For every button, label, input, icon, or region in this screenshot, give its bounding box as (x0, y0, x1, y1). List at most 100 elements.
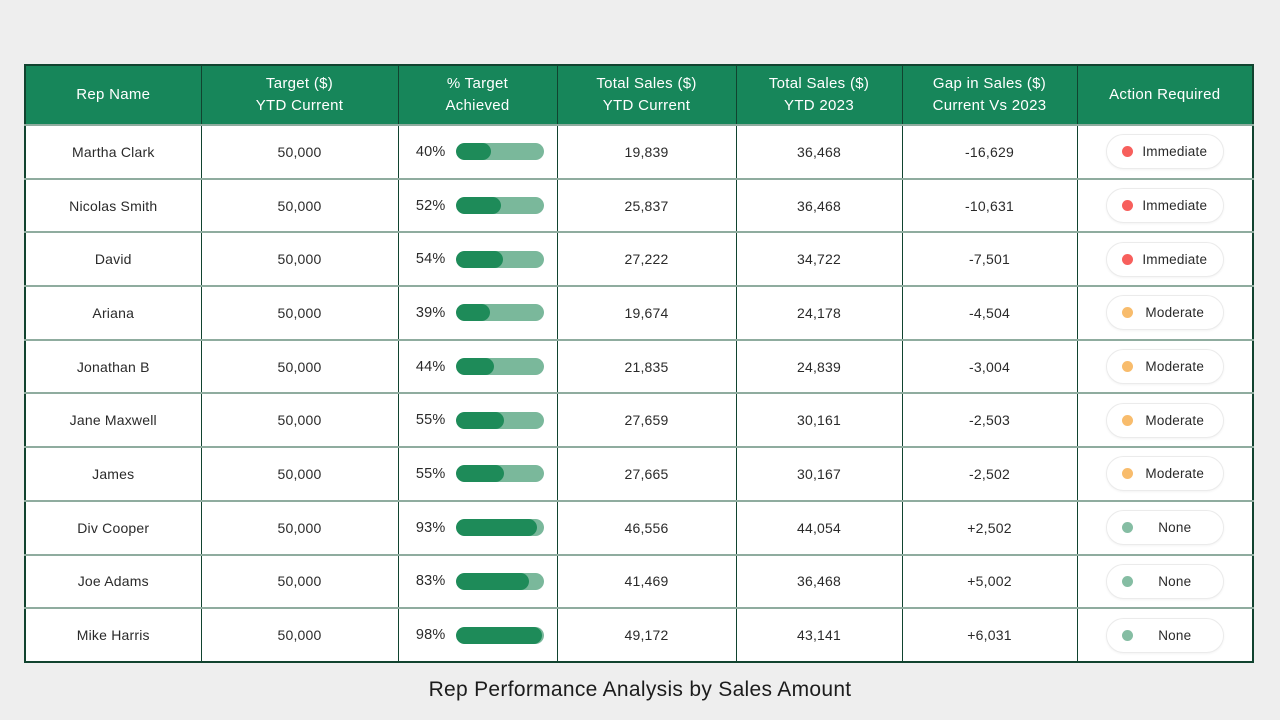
action-cell: Moderate (1076, 285, 1253, 340)
progress-bar-fill (455, 465, 504, 483)
sales-current-cell: 27,659 (556, 392, 736, 448)
percent-cell: 40% (397, 124, 557, 179)
rep-name-cell: Div Cooper (25, 499, 201, 555)
gap-cell: -16,629 (901, 124, 1077, 179)
progress-bar (455, 626, 544, 644)
action-cell: Immediate (1076, 124, 1253, 179)
action-cell: None (1076, 499, 1253, 555)
progress-bar-fill (455, 304, 490, 322)
col-header-gap: Gap in Sales ($) Current Vs 2023 (901, 65, 1077, 125)
col-header-action-required: Action Required (1076, 65, 1253, 125)
progress-bar (455, 304, 544, 322)
action-cell: Immediate (1076, 231, 1253, 287)
action-cell: None (1076, 607, 1253, 662)
sales-current-cell: 46,556 (556, 499, 736, 555)
sales-2023-cell: 36,468 (735, 177, 902, 233)
action-cell: Moderate (1076, 338, 1253, 394)
col-header-sales-current: Total Sales ($) YTD Current (556, 65, 736, 125)
gap-cell: -2,503 (901, 392, 1077, 448)
progress-bar (455, 519, 544, 537)
target-cell: 50,000 (200, 553, 398, 609)
header-line: YTD Current (255, 97, 344, 114)
sales-current-cell: 27,222 (556, 231, 736, 287)
status-dot (1121, 253, 1133, 265)
gap-cell: +2,502 (901, 499, 1077, 555)
table-row: David 50,000 54% 27,222 34,722 -7,501 Im… (25, 231, 1253, 287)
table-row: Ariana 50,000 39% 19,674 24,178 -4,504 M… (25, 285, 1253, 340)
action-badge: Moderate (1105, 295, 1224, 331)
percent-label: 98% (415, 627, 446, 644)
target-cell: 50,000 (200, 177, 398, 233)
action-badge: None (1105, 563, 1224, 599)
target-cell: 50,000 (200, 446, 398, 501)
percent-label: 93% (415, 519, 446, 536)
percent-cell: 98% (397, 607, 557, 662)
target-cell: 50,000 (200, 231, 398, 287)
col-header-rep-name: Rep Name (25, 65, 201, 125)
chart-title: Rep Performance Analysis by Sales Amount (428, 678, 852, 701)
col-header-target: Target ($) YTD Current (200, 65, 398, 125)
action-badge: Moderate (1105, 456, 1224, 492)
progress-bar (455, 197, 544, 215)
percent-cell: 52% (397, 177, 557, 233)
table-row: Mike Harris 50,000 98% 49,172 43,141 +6,… (25, 607, 1253, 662)
rep-name-cell: David (25, 231, 201, 287)
header-line: Current Vs 2023 (932, 97, 1047, 114)
header-line: YTD 2023 (784, 97, 854, 114)
progress-bar (455, 358, 544, 376)
status-dot (1121, 468, 1133, 480)
gap-cell: +6,031 (901, 607, 1077, 662)
percent-label: 54% (415, 251, 446, 268)
percent-label: 52% (415, 197, 446, 214)
header-line: Action Required (1109, 86, 1221, 104)
percent-label: 40% (415, 143, 446, 160)
gap-cell: -2,502 (901, 446, 1077, 501)
status-dot (1121, 307, 1133, 319)
status-dot (1121, 522, 1133, 534)
sales-2023-cell: 30,167 (735, 446, 902, 501)
sales-current-cell: 41,469 (556, 553, 736, 609)
sales-current-cell: 27,665 (556, 446, 736, 501)
sales-current-cell: 49,172 (556, 607, 736, 662)
action-label: None (1158, 627, 1192, 643)
action-label: Moderate (1145, 412, 1205, 428)
progress-bar (455, 143, 544, 161)
percent-label: 44% (415, 358, 446, 375)
header-line: Rep Name (76, 86, 151, 104)
percent-label: 83% (415, 573, 446, 590)
gap-cell: +5,002 (901, 553, 1077, 609)
percent-cell: 55% (397, 446, 557, 501)
status-dot (1121, 361, 1133, 373)
target-cell: 50,000 (200, 285, 398, 340)
action-label: Moderate (1145, 359, 1205, 375)
gap-cell: -10,631 (901, 177, 1077, 233)
percent-label: 39% (415, 304, 446, 321)
sales-2023-cell: 34,722 (735, 231, 902, 287)
header-line: YTD Current (602, 97, 691, 114)
status-dot (1121, 414, 1133, 426)
sales-current-cell: 25,837 (556, 177, 736, 233)
rep-name-cell: Martha Clark (25, 124, 201, 179)
progress-bar-fill (455, 250, 504, 268)
rep-name-cell: Nicolas Smith (25, 177, 201, 233)
sales-2023-cell: 36,468 (735, 124, 902, 179)
col-header-percent-achieved: % Target Achieved (397, 65, 557, 125)
action-cell: Immediate (1076, 177, 1253, 233)
progress-bar-fill (455, 411, 504, 429)
table-row: Jane Maxwell 50,000 55% 27,659 30,161 -2… (25, 392, 1253, 448)
action-badge: None (1105, 510, 1224, 546)
status-dot (1121, 575, 1133, 587)
table-row: Nicolas Smith 50,000 52% 25,837 36,468 -… (25, 177, 1253, 233)
percent-cell: 44% (397, 338, 557, 394)
table-row: James 50,000 55% 27,665 30,167 -2,502 Mo… (25, 446, 1253, 501)
action-label: None (1158, 520, 1192, 536)
gap-cell: -4,504 (901, 285, 1077, 340)
action-badge: Immediate (1105, 188, 1224, 224)
action-label: Moderate (1145, 305, 1205, 321)
sales-2023-cell: 43,141 (735, 607, 902, 662)
percent-label: 55% (415, 412, 446, 429)
action-badge: None (1105, 617, 1224, 653)
header-line: % Target (446, 75, 509, 93)
rep-name-cell: Jane Maxwell (25, 392, 201, 448)
